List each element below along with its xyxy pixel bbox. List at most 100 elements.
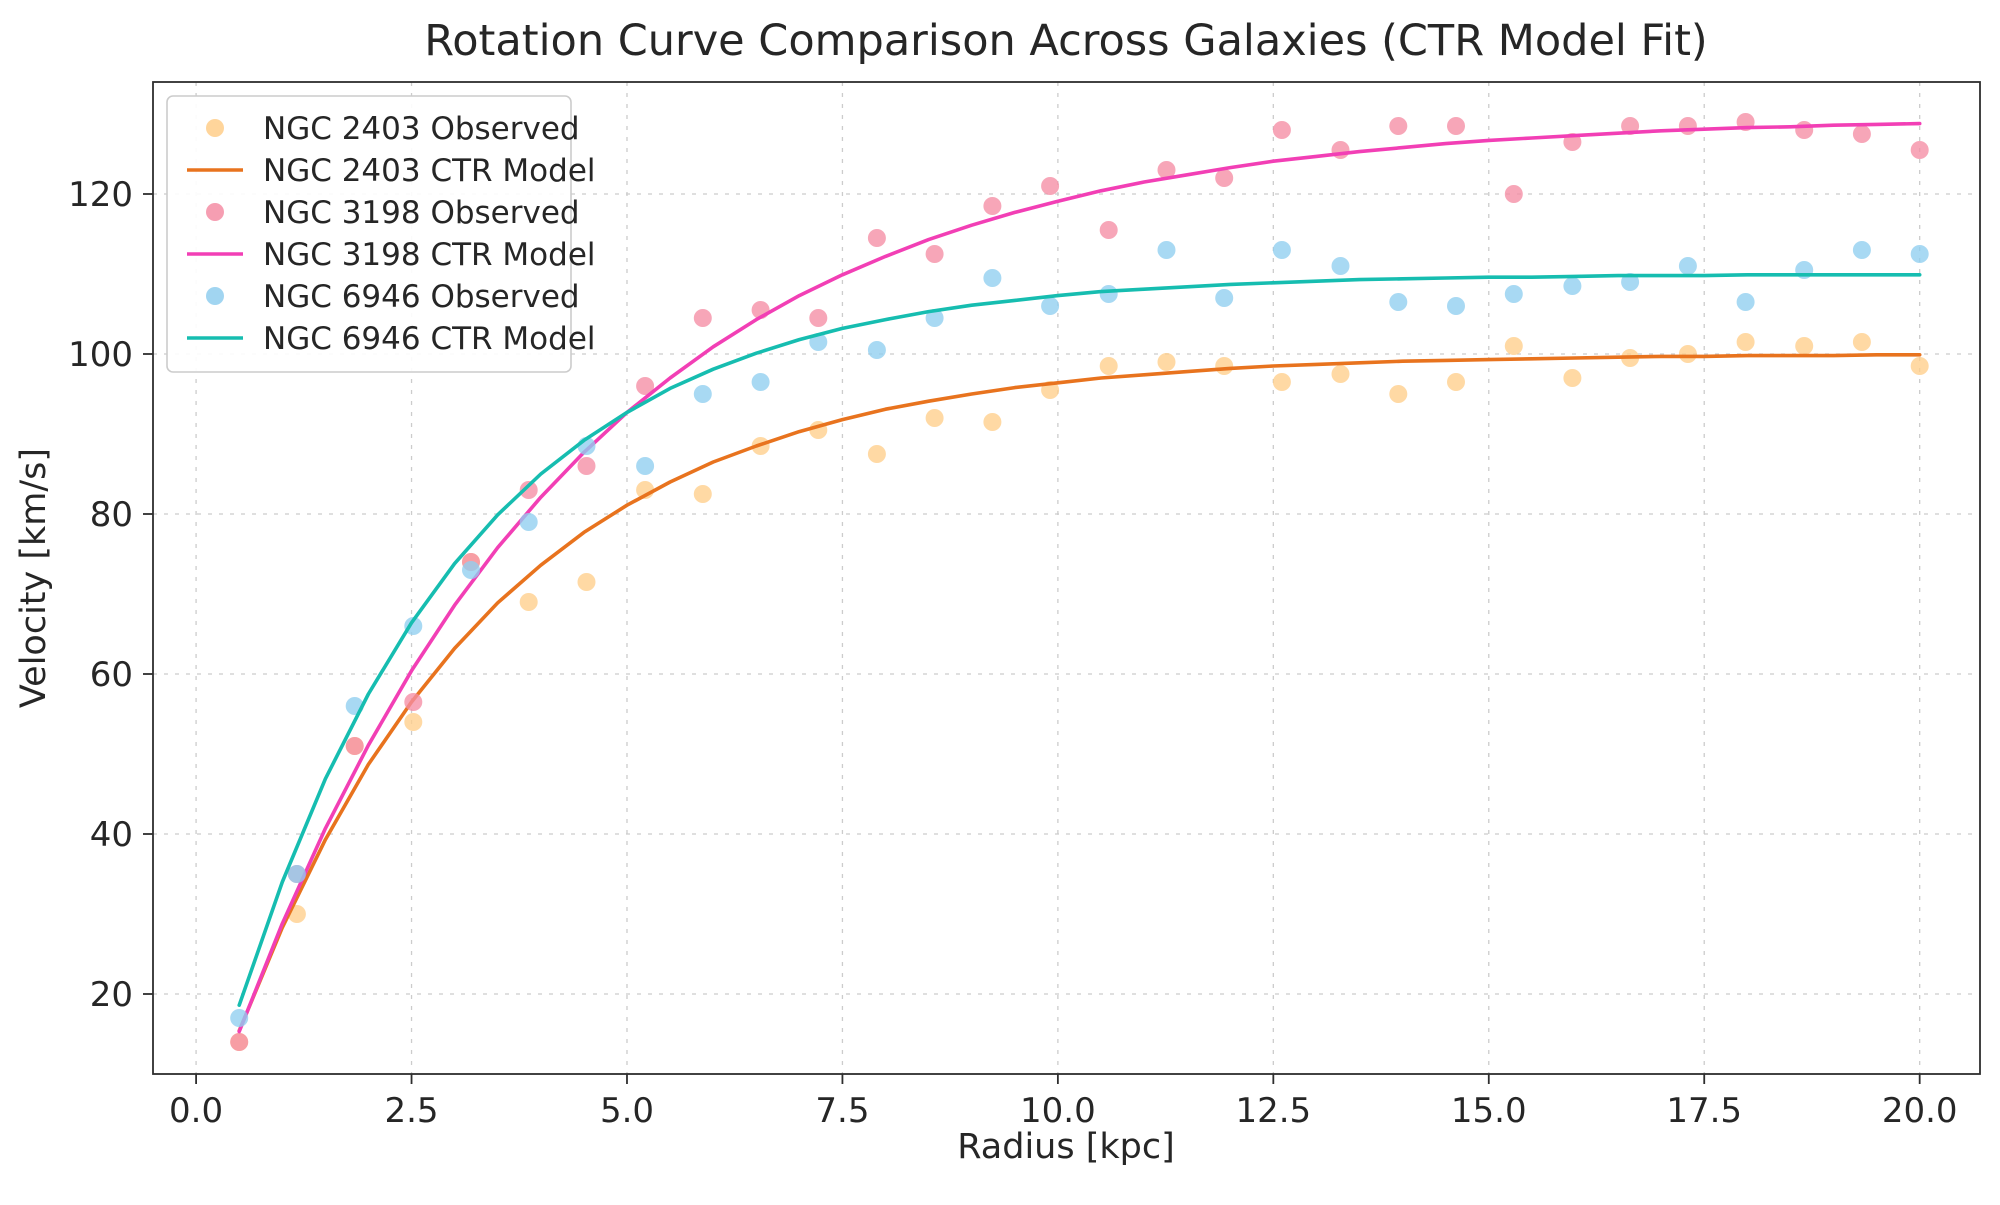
data-point — [577, 573, 596, 591]
plot-border — [152, 81, 1981, 1075]
legend-label: NGC 3198 Observed — [263, 195, 580, 231]
data-point — [1563, 369, 1582, 387]
legend: NGC 2403 Observed NGC 2403 CTR Model NGC 3… — [166, 95, 596, 373]
data-point — [809, 309, 828, 327]
data-point — [867, 445, 886, 463]
series-ngc-6946-ctr-model — [237, 273, 1922, 1007]
data-point — [1795, 337, 1814, 355]
legend-label: NGC 2403 CTR Model — [263, 153, 596, 189]
model-curve — [237, 353, 1922, 1033]
x-tick-label: 10.0 — [1020, 1091, 1096, 1131]
data-point — [345, 737, 364, 755]
data-point — [1621, 273, 1640, 291]
data-point — [1389, 117, 1408, 135]
data-point — [462, 561, 480, 579]
data-point — [751, 373, 770, 391]
data-point — [1331, 141, 1350, 159]
model-curve — [237, 121, 1922, 1034]
data-point — [693, 485, 712, 503]
axes: 0.0 2.5 5.0 7.5 10.0 12.5 15.0 17.5 20.0 20 40 60 80… — [68, 81, 1981, 1131]
data-point — [1041, 297, 1060, 315]
data-point — [1099, 221, 1118, 239]
data-point — [1272, 373, 1291, 391]
legend-label: NGC 2403 Observed — [263, 111, 580, 147]
data-point — [1504, 337, 1523, 355]
y-axis-label: Velocity [km/s] — [14, 448, 54, 708]
data-point — [1910, 357, 1929, 375]
y-tick-label: 120 — [68, 175, 133, 215]
data-point — [867, 229, 886, 247]
data-point — [1504, 285, 1523, 303]
data-point — [519, 481, 538, 499]
chart-title: Rotation Curve Comparison Across Galaxie… — [424, 16, 1707, 66]
data-point — [1099, 285, 1118, 303]
data-point — [1678, 117, 1697, 135]
model-curve — [237, 273, 1922, 1007]
data-point — [925, 409, 944, 427]
x-tick-label: 15.0 — [1451, 1091, 1527, 1131]
data-point — [1736, 333, 1755, 351]
data-point — [1910, 245, 1929, 263]
data-point — [404, 693, 423, 711]
data-point — [925, 245, 944, 263]
data-point — [1795, 121, 1814, 139]
data-point — [577, 457, 596, 475]
legend-marker-dot — [206, 287, 224, 305]
x-tick-label: 5.0 — [600, 1091, 654, 1131]
data-point — [1157, 241, 1176, 259]
legend-label: NGC 6946 Observed — [263, 279, 580, 315]
series-layer — [230, 113, 1929, 1051]
data-point — [519, 593, 538, 611]
data-point — [636, 377, 655, 395]
x-tick-label: 12.5 — [1235, 1091, 1311, 1131]
data-point — [693, 309, 712, 327]
data-point — [983, 197, 1002, 215]
legend-marker-dot — [206, 119, 224, 137]
data-point — [1272, 241, 1291, 259]
data-point — [1678, 257, 1697, 275]
legend-box — [166, 95, 572, 373]
data-point — [1215, 357, 1234, 375]
x-tick-label: 7.5 — [815, 1091, 869, 1131]
x-tick-label: 2.5 — [384, 1091, 438, 1131]
data-point — [287, 865, 306, 883]
data-point — [1678, 345, 1697, 363]
legend-label: NGC 3198 CTR Model — [263, 237, 596, 273]
x-tick-label: 20.0 — [1882, 1091, 1958, 1131]
y-tick-label: 40 — [90, 815, 133, 855]
data-point — [983, 269, 1002, 287]
legend-label: NGC 6946 CTR Model — [263, 321, 596, 357]
y-tick-label: 60 — [90, 655, 133, 695]
x-tick-label: 17.5 — [1666, 1091, 1742, 1131]
y-tick-label: 80 — [90, 495, 133, 535]
data-point — [1389, 293, 1408, 311]
data-point — [1041, 177, 1060, 195]
data-point — [1389, 385, 1408, 403]
data-point — [1910, 141, 1929, 159]
data-point — [1331, 365, 1350, 383]
data-point — [1157, 161, 1176, 179]
data-point — [693, 385, 712, 403]
series-ngc-3198-ctr-model — [237, 121, 1922, 1034]
data-point — [1157, 353, 1176, 371]
data-point — [1215, 289, 1234, 307]
data-point — [1852, 125, 1871, 143]
legend-marker-dot — [206, 203, 224, 221]
data-point — [1447, 117, 1465, 135]
data-point — [230, 1009, 249, 1027]
y-tick-label: 20 — [90, 975, 133, 1015]
data-point — [1099, 357, 1118, 375]
data-point — [1852, 241, 1871, 259]
data-point — [1331, 257, 1350, 275]
series-ngc-2403-ctr-model — [237, 353, 1922, 1033]
data-point — [1215, 169, 1234, 187]
data-point — [1852, 333, 1871, 351]
data-point — [519, 513, 538, 531]
y-tick-label: 100 — [68, 335, 133, 375]
data-point — [1504, 185, 1523, 203]
x-axis-label: Radius [kpc] — [957, 1127, 1175, 1167]
data-point — [636, 457, 655, 475]
data-point — [1736, 293, 1755, 311]
